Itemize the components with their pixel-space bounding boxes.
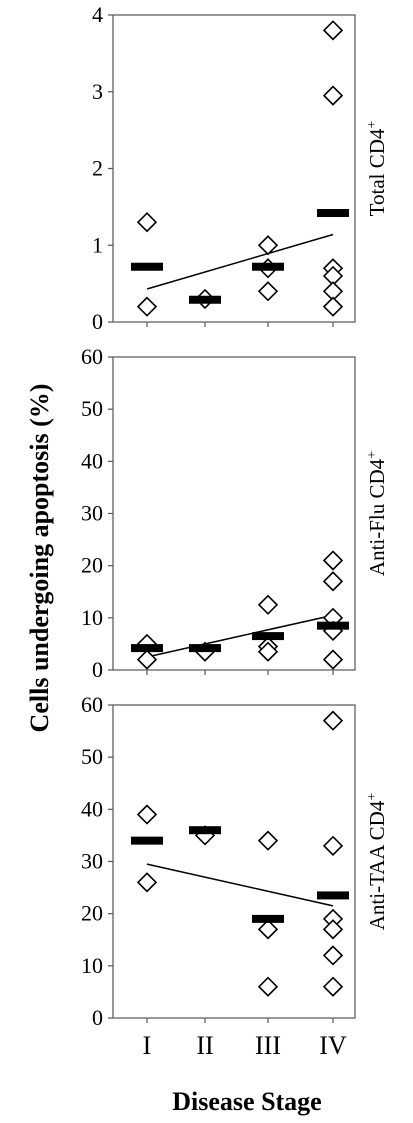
data-point <box>322 976 344 997</box>
y-tick-label: 40 <box>81 448 103 473</box>
y-tick-label: 60 <box>81 344 103 369</box>
data-point <box>322 550 344 571</box>
y-tick-label: 20 <box>81 553 103 578</box>
data-point <box>322 85 344 106</box>
data-point <box>322 571 344 592</box>
y-tick-label: 0 <box>92 657 103 682</box>
panels: 0 1 2 3 4 Total CD4+ 0 10 20 30 40 50 60 Anti-Flu CD4… <box>81 2 389 1060</box>
data-point <box>322 945 344 966</box>
panel-2: 0 10 20 30 40 50 60 Anti-Flu CD4+ <box>81 344 389 682</box>
y-tick-label: 0 <box>92 1005 103 1030</box>
y-tick-label: 50 <box>81 744 103 769</box>
data-point <box>136 649 158 670</box>
median-bar <box>252 914 284 923</box>
median-bar <box>317 209 349 218</box>
y-tick-label: 2 <box>92 156 103 181</box>
panel-label: Total CD4+ <box>365 121 389 217</box>
median-bar <box>189 295 221 304</box>
median-bar <box>317 621 349 630</box>
data-point <box>136 872 158 893</box>
trend-line <box>146 233 334 290</box>
x-tick-label: IV <box>319 1031 347 1060</box>
data-point <box>322 20 344 41</box>
y-tick-label: 30 <box>81 849 103 874</box>
data-point <box>257 919 279 940</box>
x-axis-title: Disease Stage <box>172 1087 321 1116</box>
y-tick-label: 4 <box>92 2 103 27</box>
panel-label: Anti-TAA CD4+ <box>365 793 389 931</box>
plot-frame <box>112 14 356 323</box>
x-tick-label: III <box>255 1031 281 1060</box>
y-tick-label: 0 <box>92 309 103 334</box>
y-tick-label: 50 <box>81 396 103 421</box>
median-bar <box>131 262 163 271</box>
data-point <box>322 919 344 940</box>
plot-frame <box>112 704 356 1019</box>
median-bar <box>317 891 349 900</box>
data-point <box>257 976 279 997</box>
y-axis-title: Cells undergoing apoptosis (%) <box>25 384 54 733</box>
data-point <box>257 235 279 256</box>
y-tick-label: 40 <box>81 796 103 821</box>
data-point <box>257 830 279 851</box>
x-tick-label: I <box>143 1031 152 1060</box>
data-point <box>257 281 279 302</box>
panel-label: Anti-Flu CD4+ <box>365 451 389 576</box>
median-bar <box>189 644 221 653</box>
data-point <box>136 296 158 317</box>
y-tick-label: 30 <box>81 501 103 526</box>
data-point <box>322 296 344 317</box>
y-tick-label: 10 <box>81 605 103 630</box>
median-bar <box>131 644 163 653</box>
median-bar <box>252 262 284 271</box>
data-point <box>136 212 158 233</box>
data-point <box>322 710 344 731</box>
data-point <box>136 804 158 825</box>
y-tick-label: 10 <box>81 953 103 978</box>
data-point <box>322 649 344 670</box>
median-bar <box>252 632 284 641</box>
y-tick-label: 60 <box>81 692 103 717</box>
x-tick-label: II <box>196 1031 213 1060</box>
data-point <box>257 641 279 662</box>
data-point <box>257 594 279 615</box>
trend-line <box>146 863 334 907</box>
panel-1: 0 1 2 3 4 Total CD4+ <box>92 2 389 334</box>
y-tick-label: 20 <box>81 901 103 926</box>
median-bar <box>131 836 163 845</box>
trend-line <box>146 614 334 658</box>
median-bar <box>189 826 221 835</box>
data-point <box>322 835 344 856</box>
y-tick-label: 3 <box>92 79 103 104</box>
y-tick-label: 1 <box>92 232 103 257</box>
